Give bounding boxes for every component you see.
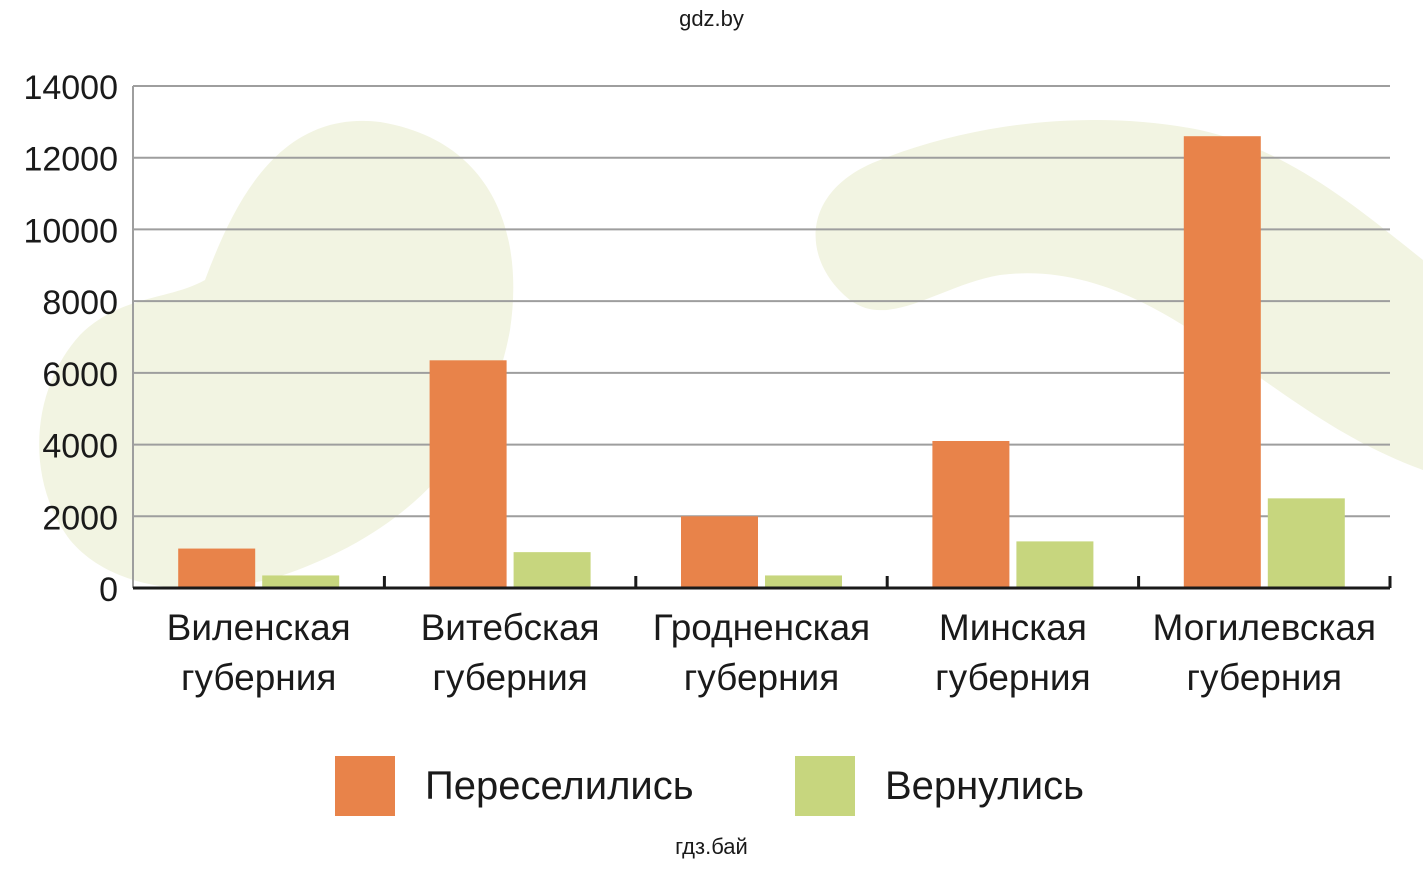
bar-vernulis <box>765 575 842 588</box>
bar-pereselilis <box>1183 136 1261 588</box>
bar-vernulis <box>513 552 591 588</box>
bar-vernulis <box>1267 498 1345 588</box>
y-tick-label: 0 <box>99 571 118 609</box>
bar-pereselilis <box>178 548 256 588</box>
y-tick-label: 12000 <box>23 141 118 179</box>
bar-pereselilis <box>429 360 507 588</box>
legend-swatch-orange <box>335 756 395 816</box>
x-tick-label: Витебская губерния <box>421 607 600 698</box>
bars <box>178 136 1345 588</box>
legend-swatch-green <box>795 756 855 816</box>
bar-vernulis <box>262 575 340 588</box>
x-axis <box>133 576 1392 590</box>
y-tick-label: 6000 <box>42 356 118 394</box>
background-decoration <box>39 120 1423 589</box>
x-tick-label: Виленская губерния <box>167 607 351 698</box>
bar-pereselilis <box>681 516 758 588</box>
watermark-bottom: гдз.бай <box>675 834 748 859</box>
legend-label: Вернулись <box>885 763 1084 808</box>
y-axis-ticks: 0 2000 4000 6000 8000 10000 12000 14000 <box>23 69 118 609</box>
bar-vernulis <box>1016 541 1094 588</box>
y-tick-label: 14000 <box>23 69 118 107</box>
x-tick-label: Могилевская губерния <box>1153 607 1377 698</box>
x-tick-label: Минская губерния <box>935 607 1090 698</box>
watermark-top: gdz.by <box>679 6 744 31</box>
bar-pereselilis <box>932 440 1010 588</box>
y-tick-label: 8000 <box>42 284 118 322</box>
x-tick-label: Гродненская губерния <box>653 607 870 698</box>
legend-item-pereselilis: Переселились <box>335 756 694 816</box>
legend-label: Переселились <box>425 763 694 808</box>
y-tick-label: 10000 <box>23 212 118 250</box>
legend-item-vernulis: Вернулись <box>795 756 1084 816</box>
grid-lines <box>132 85 1390 588</box>
y-tick-label: 2000 <box>42 499 118 537</box>
x-axis-labels: Виленская губерния Витебская губерния Гродне… <box>167 607 1376 698</box>
y-tick-label: 4000 <box>42 428 118 466</box>
